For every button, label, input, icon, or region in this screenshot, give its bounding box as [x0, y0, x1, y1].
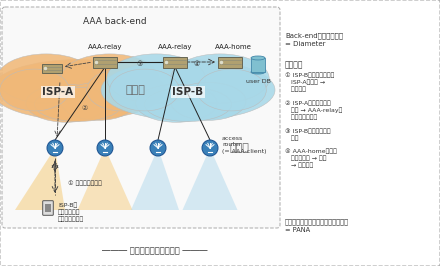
Ellipse shape — [136, 84, 217, 122]
Text: ・・・: ・・・ — [230, 143, 250, 153]
Text: ISP-B: ISP-B — [172, 87, 204, 97]
Text: ③ ISP-Bに認証要求を
   転送: ③ ISP-Bに認証要求を 転送 — [285, 128, 330, 141]
Text: AAA-home: AAA-home — [215, 44, 251, 50]
Circle shape — [47, 140, 63, 156]
Text: AAA-relay: AAA-relay — [88, 44, 122, 50]
Text: ・・・: ・・・ — [125, 85, 145, 95]
Ellipse shape — [251, 56, 265, 60]
Text: Back-end用プロトコル
= Diameter: Back-end用プロトコル = Diameter — [285, 32, 343, 47]
Text: ① ISP-Bの契約ユーザが
   ISP-Aに接続 →
   認証要求: ① ISP-Bの契約ユーザが ISP-Aに接続 → 認証要求 — [285, 72, 334, 92]
Ellipse shape — [251, 70, 265, 74]
Circle shape — [150, 140, 166, 156]
Bar — [93, 56, 117, 68]
Ellipse shape — [0, 60, 165, 120]
Text: AAA-relay: AAA-relay — [158, 44, 192, 50]
Text: ② ISP-Aには認証情報
   なし → AAA-relayに
   認証要求を転送: ② ISP-Aには認証情報 なし → AAA-relayに 認証要求を転送 — [285, 100, 342, 120]
Ellipse shape — [171, 82, 246, 120]
Bar — [45, 204, 51, 211]
Text: access
router
(= AAA-client): access router (= AAA-client) — [222, 136, 267, 154]
Ellipse shape — [101, 60, 275, 120]
Ellipse shape — [144, 87, 231, 122]
Ellipse shape — [34, 87, 121, 122]
Bar — [251, 58, 265, 72]
Ellipse shape — [0, 54, 95, 103]
Text: ① 認証要求／応答: ① 認証要求／応答 — [68, 180, 102, 186]
Ellipse shape — [171, 54, 269, 103]
Text: user DB: user DB — [246, 79, 271, 84]
Text: 動作概要: 動作概要 — [285, 60, 304, 69]
Text: ISP-A: ISP-A — [42, 87, 73, 97]
Bar — [42, 64, 62, 73]
Ellipse shape — [87, 69, 156, 111]
FancyBboxPatch shape — [43, 201, 53, 215]
Ellipse shape — [26, 84, 107, 122]
Polygon shape — [183, 148, 238, 210]
Circle shape — [97, 140, 113, 156]
Text: AAA back-end: AAA back-end — [83, 17, 147, 26]
Ellipse shape — [110, 69, 180, 111]
Text: ISP-Bと
契約している
端末（ユーザ）: ISP-Bと 契約している 端末（ユーザ） — [58, 202, 84, 222]
Text: ②: ② — [82, 105, 88, 111]
Ellipse shape — [0, 69, 69, 111]
Ellipse shape — [61, 54, 159, 103]
Ellipse shape — [197, 69, 266, 111]
Bar — [218, 56, 242, 68]
FancyBboxPatch shape — [2, 7, 280, 228]
Circle shape — [202, 140, 218, 156]
Text: ――― アクセスネットワーク ―――: ――― アクセスネットワーク ――― — [102, 247, 208, 256]
Text: ④ AAA-homeに認証
   要求を転送 → 認証
   → 応答送送: ④ AAA-homeに認証 要求を転送 → 認証 → 応答送送 — [285, 148, 337, 168]
Bar — [163, 56, 187, 68]
Text: アクセスネットワーク用プロトコル
= PANA: アクセスネットワーク用プロトコル = PANA — [285, 218, 349, 232]
Ellipse shape — [107, 54, 205, 103]
Polygon shape — [77, 148, 132, 210]
Ellipse shape — [61, 82, 136, 120]
Text: ④: ④ — [194, 61, 200, 67]
Polygon shape — [15, 148, 65, 210]
Polygon shape — [131, 148, 179, 210]
Text: ③: ③ — [137, 61, 143, 67]
